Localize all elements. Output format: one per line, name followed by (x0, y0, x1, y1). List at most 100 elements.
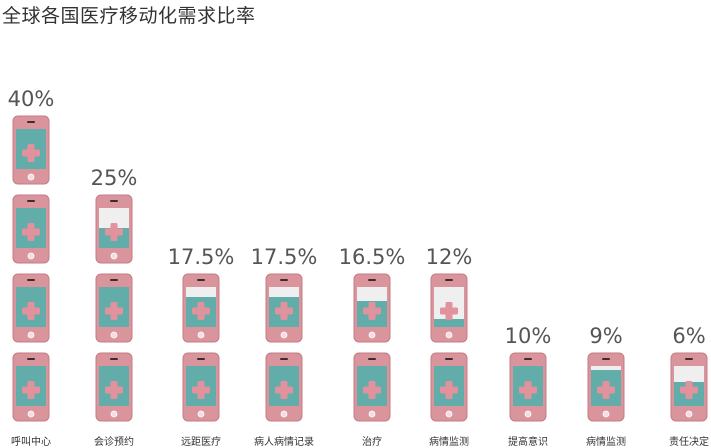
bar-column (12, 115, 50, 422)
phone-icon (353, 352, 391, 422)
medical-cross-icon (275, 381, 293, 399)
home-button-icon (27, 173, 35, 181)
home-button-icon (110, 410, 118, 418)
speaker-icon (445, 279, 453, 281)
phone-icon (95, 194, 133, 264)
phone-icon (95, 273, 133, 343)
speaker-icon (280, 279, 288, 281)
phone-icon (587, 352, 625, 422)
category-label: 提高意识 (508, 435, 548, 448)
category-label: 病情监测 (429, 435, 469, 448)
speaker-icon (27, 121, 35, 123)
bar-column (509, 352, 547, 422)
speaker-icon (602, 358, 610, 360)
home-button-icon (280, 331, 288, 339)
medical-cross-icon (597, 381, 615, 399)
phone-icon (353, 273, 391, 343)
value-label: 9% (589, 324, 622, 348)
chart-title: 全球各国医疗移动化需求比率 (2, 5, 256, 27)
category-label: 远距医疗 (181, 435, 221, 448)
speaker-icon (685, 358, 693, 360)
phone-icon (265, 273, 303, 343)
medical-cross-icon (440, 302, 458, 320)
medical-cross-icon (363, 381, 381, 399)
medical-cross-icon (105, 302, 123, 320)
speaker-icon (368, 279, 376, 281)
category-label: 病情监测 (586, 435, 626, 448)
bar-column (587, 352, 625, 422)
bar-column (670, 352, 708, 422)
bar-column (265, 273, 303, 422)
medical-cross-icon (192, 381, 210, 399)
category-label: 病人病情记录 (254, 435, 314, 448)
phone-icon (182, 273, 220, 343)
phone-icon (12, 273, 50, 343)
medical-cross-icon (275, 302, 293, 320)
speaker-icon (110, 200, 118, 202)
home-button-icon (27, 331, 35, 339)
medical-cross-icon (22, 302, 40, 320)
phone-icon (509, 352, 547, 422)
home-button-icon (27, 252, 35, 260)
bar-column (430, 273, 468, 422)
category-label: 责任决定 (669, 435, 709, 448)
value-label: 40% (8, 87, 55, 111)
speaker-icon (197, 358, 205, 360)
value-label: 17.5% (251, 245, 318, 269)
phone-screen-fill (434, 319, 464, 327)
speaker-icon (27, 200, 35, 202)
bar-column (353, 273, 391, 422)
phone-icon (95, 352, 133, 422)
value-label: 16.5% (339, 245, 406, 269)
value-label: 25% (91, 166, 138, 190)
medical-cross-icon (363, 302, 381, 320)
phone-icon (12, 115, 50, 185)
medical-cross-icon (519, 381, 537, 399)
home-button-icon (27, 410, 35, 418)
bar-column (182, 273, 220, 422)
home-button-icon (685, 410, 693, 418)
phone-icon (265, 352, 303, 422)
value-label: 12% (426, 245, 473, 269)
value-label: 17.5% (168, 245, 235, 269)
home-button-icon (445, 331, 453, 339)
phone-icon (12, 352, 50, 422)
medical-cross-icon (22, 223, 40, 241)
medical-cross-icon (105, 381, 123, 399)
medical-cross-icon (105, 223, 123, 241)
speaker-icon (110, 358, 118, 360)
home-button-icon (602, 410, 610, 418)
category-label: 治疗 (362, 435, 382, 448)
home-button-icon (368, 410, 376, 418)
category-labels: 呼叫中心 会诊预约 远距医疗 病人病情记录 治疗 病情监测 提高意识 病情监测 责任决定 (11, 435, 709, 448)
medical-cross-icon (192, 302, 210, 320)
phone-icon (670, 352, 708, 422)
speaker-icon (445, 358, 453, 360)
speaker-icon (110, 279, 118, 281)
phone-icon (12, 194, 50, 264)
home-button-icon (110, 331, 118, 339)
home-button-icon (524, 410, 532, 418)
home-button-icon (280, 410, 288, 418)
home-button-icon (197, 331, 205, 339)
phone-icon (430, 352, 468, 422)
home-button-icon (445, 410, 453, 418)
phone-icon (430, 273, 468, 343)
phone-bars (12, 115, 708, 422)
medical-cross-icon (440, 381, 458, 399)
speaker-icon (197, 279, 205, 281)
speaker-icon (280, 358, 288, 360)
category-label: 呼叫中心 (11, 435, 51, 448)
home-button-icon (110, 252, 118, 260)
medical-cross-icon (680, 381, 698, 399)
speaker-icon (524, 358, 532, 360)
speaker-icon (27, 279, 35, 281)
phone-icon (182, 352, 220, 422)
medical-cross-icon (22, 381, 40, 399)
value-labels: 40% 25% 17.5% 17.5% 16.5% 12% 10% 9% 6% (8, 87, 706, 348)
medical-cross-icon (22, 144, 40, 162)
home-button-icon (197, 410, 205, 418)
home-button-icon (368, 331, 376, 339)
speaker-icon (368, 358, 376, 360)
